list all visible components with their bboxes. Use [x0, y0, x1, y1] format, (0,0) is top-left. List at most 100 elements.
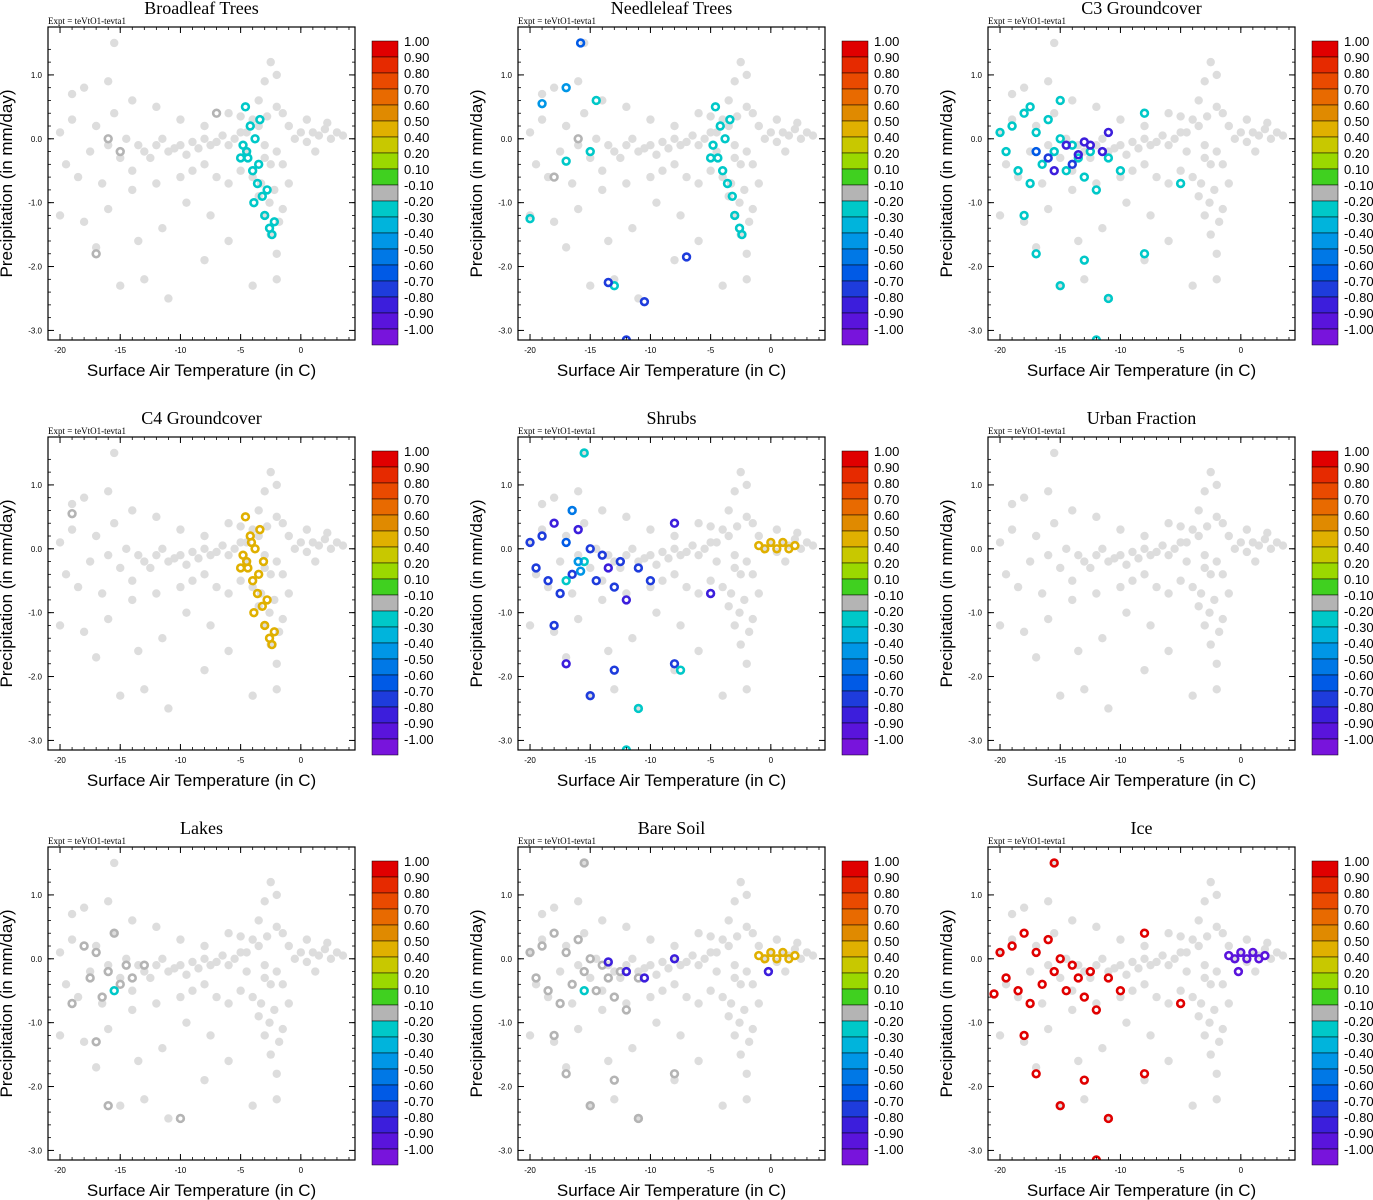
background-point [1224, 531, 1233, 541]
data-point [609, 665, 620, 675]
background-point [646, 115, 655, 124]
background-point [1182, 128, 1191, 137]
background-point [1050, 38, 1059, 48]
background-point [730, 897, 739, 906]
colorbar-label: 0.50 [874, 114, 899, 129]
data-point [633, 703, 644, 714]
colorbar-swatch [841, 450, 869, 468]
background-point [140, 557, 149, 566]
data-point [1043, 934, 1053, 945]
background-point [224, 140, 233, 150]
background-point [314, 541, 324, 550]
background-point [622, 922, 631, 932]
background-point [1140, 121, 1149, 131]
data-point [772, 954, 782, 964]
background-point [272, 147, 281, 156]
background-point [73, 992, 83, 1002]
background-point [103, 960, 113, 970]
background-point [242, 967, 251, 976]
data-point [717, 166, 728, 176]
colorbar-swatch [841, 876, 869, 894]
background-point [1206, 57, 1215, 67]
panel-title: Lakes [180, 818, 223, 838]
background-point [1164, 646, 1173, 656]
expt-label: Expt = teVtO1-tevta1 [48, 16, 126, 26]
background-point [580, 929, 589, 938]
background-point [658, 576, 667, 585]
y-tick-label: -2.0 [968, 1083, 982, 1092]
background-point [200, 160, 209, 169]
colorbar-swatch [841, 152, 869, 170]
colorbar-label: -0.60 [404, 258, 434, 273]
background-point [1212, 70, 1221, 80]
y-axis-label: Precipitation (in mm/day) [937, 89, 956, 277]
data-point [255, 524, 265, 535]
background-point [1019, 1037, 1029, 1047]
colorbar-label: -0.90 [874, 1126, 904, 1141]
background-point [182, 970, 191, 979]
data-point [585, 146, 595, 157]
colorbar-label: -0.50 [404, 1062, 434, 1077]
colorbar-label: 0.70 [404, 492, 429, 507]
background-point [1068, 1005, 1077, 1015]
background-point [284, 589, 293, 598]
background-point [302, 957, 312, 967]
background-point [272, 70, 281, 80]
colorbar-swatch [371, 168, 399, 186]
background-point [1212, 922, 1221, 932]
x-tick-label: -5 [707, 346, 715, 355]
background-point [200, 980, 209, 989]
background-point [254, 941, 263, 951]
background-point [1007, 909, 1017, 919]
colorbar-swatch [1311, 232, 1339, 250]
background-point [628, 954, 637, 963]
background-point [1043, 487, 1053, 496]
plot-area [525, 448, 818, 750]
colorbar-swatch [1311, 690, 1339, 708]
background-point [622, 179, 631, 188]
background-point [1176, 986, 1185, 995]
background-point [1074, 1056, 1083, 1066]
x-tick-label: -20 [54, 346, 66, 355]
colorbar-swatch [1311, 892, 1339, 910]
background-point [1218, 519, 1227, 528]
background-point [1074, 646, 1083, 656]
background-point [730, 973, 739, 983]
data-point [525, 537, 535, 548]
colorbar-label: 0.70 [1344, 492, 1369, 507]
data-point [250, 134, 260, 144]
background-point [290, 544, 300, 553]
colorbar-swatch [371, 498, 399, 516]
background-point [1200, 487, 1209, 496]
background-point [736, 160, 745, 169]
background-point [134, 236, 143, 246]
background-point [200, 1075, 209, 1085]
background-point [224, 109, 233, 118]
data-point [175, 1113, 186, 1124]
background-point [188, 137, 197, 147]
y-tick-label: -3.0 [28, 736, 42, 745]
background-point [284, 999, 293, 1008]
colorbar-swatch [1311, 578, 1339, 596]
colorbar-swatch [371, 200, 399, 218]
background-point [103, 204, 113, 214]
background-point [200, 954, 209, 963]
background-point [1116, 935, 1125, 944]
data-point [115, 979, 125, 990]
colorbar-swatch [371, 482, 399, 500]
background-point [1214, 217, 1224, 227]
background-point [182, 608, 191, 617]
background-point [658, 137, 667, 147]
colorbar-swatch [1311, 152, 1339, 170]
background-point [230, 544, 239, 553]
data-point [1031, 1069, 1041, 1079]
background-point [1146, 211, 1155, 220]
x-tick-label: -5 [237, 756, 245, 765]
colorbar-swatch [841, 860, 869, 878]
background-point [272, 512, 281, 522]
background-point [212, 992, 221, 1002]
background-point [995, 621, 1005, 630]
background-point [326, 134, 336, 143]
